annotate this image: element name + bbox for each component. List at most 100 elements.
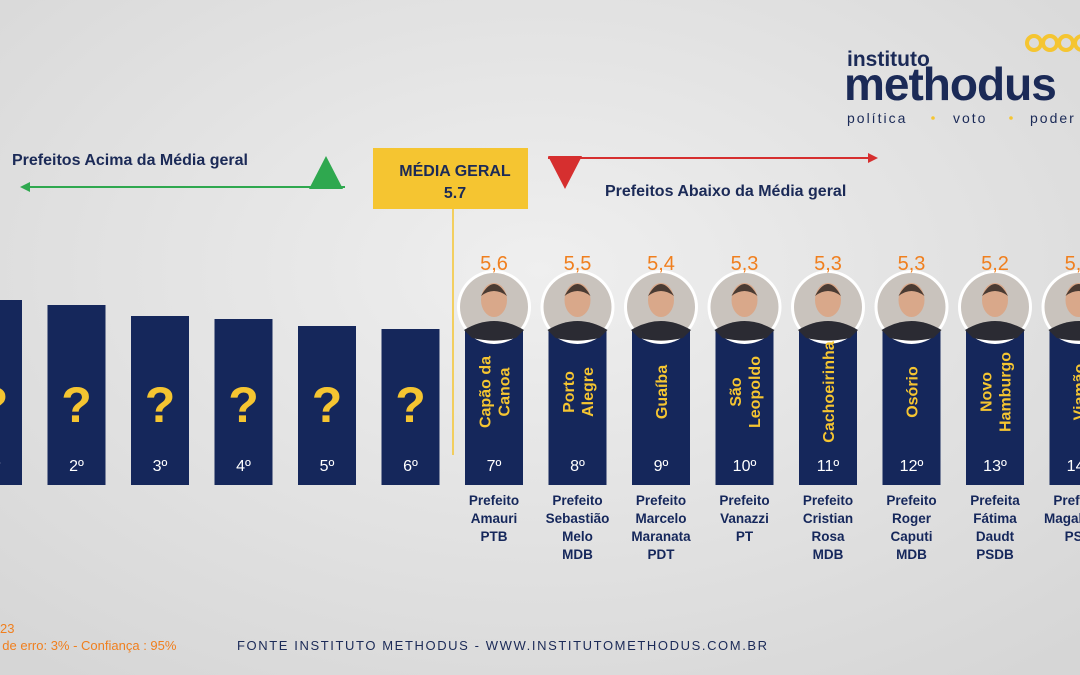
tagline-dot bbox=[931, 116, 935, 120]
mayor-line: PDT bbox=[648, 547, 676, 562]
footer-date: 23 bbox=[0, 621, 14, 636]
bar bbox=[465, 330, 523, 485]
photo-hair bbox=[564, 284, 591, 296]
mayor-line: Prefeito bbox=[803, 493, 853, 508]
city: Novo bbox=[979, 372, 996, 412]
photo-suit bbox=[464, 321, 524, 341]
unknown-mark: ? bbox=[312, 377, 343, 433]
rank: 1º bbox=[0, 458, 1, 475]
logo-name: methodus bbox=[844, 58, 1056, 110]
rank: 11º bbox=[817, 458, 840, 475]
logo: instituto methodus política voto poder bbox=[844, 34, 1080, 126]
rank: 3º bbox=[153, 458, 168, 475]
city: Viamão bbox=[1072, 363, 1080, 420]
city: Leopoldo bbox=[747, 356, 764, 428]
mayor-line: Melo bbox=[562, 529, 593, 544]
photo-suit bbox=[547, 321, 608, 341]
city: São bbox=[728, 377, 745, 407]
mayor-line: Prefeita bbox=[970, 493, 1020, 508]
photo-hair bbox=[731, 284, 758, 296]
up-triangle bbox=[309, 156, 343, 189]
photo-suit bbox=[965, 321, 1025, 341]
unknown-mark: ? bbox=[145, 377, 176, 433]
city: Alegre bbox=[580, 367, 597, 417]
city: Cachoeirinha bbox=[821, 341, 838, 442]
mayor-line: Prefeito bbox=[552, 493, 602, 508]
rank: 5º bbox=[320, 458, 335, 475]
rank: 13º bbox=[983, 458, 1007, 475]
mayor-line: Rosa bbox=[811, 529, 845, 544]
bar bbox=[715, 330, 774, 485]
mayor-line: Maranata bbox=[631, 529, 691, 544]
score: 5,6 bbox=[480, 253, 508, 275]
bar bbox=[381, 329, 440, 485]
score: 5,3 bbox=[731, 253, 759, 275]
mayor-line: Prefeito bbox=[719, 493, 769, 508]
above-label: Prefeitos Acima da Média geral bbox=[12, 152, 248, 169]
bar bbox=[1049, 330, 1080, 485]
city: Porto bbox=[561, 371, 578, 413]
logo-icon bbox=[1025, 34, 1080, 52]
mayor-line: Amauri bbox=[471, 511, 518, 526]
bar bbox=[298, 326, 356, 485]
photo-hair bbox=[648, 284, 674, 296]
bar bbox=[799, 330, 857, 485]
footer-source: FONTE INSTITUTO METHODUS - WWW.INSTITUTO… bbox=[237, 638, 769, 653]
footer-note: Margem de erro: 3% - Confiança : 95% bbox=[0, 638, 177, 653]
mayor-line: PT bbox=[736, 529, 754, 544]
down-triangle bbox=[548, 156, 582, 189]
mayor-line: Prefeito bbox=[636, 493, 686, 508]
rank: 6º bbox=[403, 458, 418, 475]
photo-hair bbox=[898, 284, 925, 296]
photo-suit bbox=[714, 321, 775, 341]
photo-suit bbox=[798, 321, 858, 341]
mayor-line: Vanazzi bbox=[720, 511, 769, 526]
mayor-line: MDB bbox=[562, 547, 593, 562]
photo-hair bbox=[982, 284, 1008, 296]
mayor-line: Daudt bbox=[976, 529, 1015, 544]
bar bbox=[966, 330, 1024, 485]
average-value: 5.7 bbox=[444, 185, 466, 202]
average-label: MÉDIA GERAL bbox=[399, 161, 511, 180]
logo-top: instituto bbox=[847, 48, 930, 71]
score: 5,4 bbox=[647, 253, 675, 275]
score: 5,2 bbox=[981, 253, 1009, 275]
mayor-line: PTB bbox=[481, 529, 508, 544]
mayor-line: Prefeito bbox=[886, 493, 936, 508]
bar bbox=[882, 330, 941, 485]
score: 5,2 bbox=[1065, 253, 1080, 275]
unknown-mark: ? bbox=[0, 377, 8, 433]
bar bbox=[0, 300, 22, 485]
mayor-line: Roger bbox=[892, 511, 932, 526]
bar bbox=[632, 330, 690, 485]
tagline-1: voto bbox=[953, 110, 987, 126]
mayor-line: PSDB bbox=[976, 547, 1014, 562]
unknown-mark: ? bbox=[395, 377, 426, 433]
tagline-dot bbox=[1009, 116, 1013, 120]
rank: 7º bbox=[487, 458, 502, 475]
photo-suit bbox=[881, 321, 942, 341]
bar bbox=[548, 330, 607, 485]
mayor-line: Fátima bbox=[973, 511, 1017, 526]
tagline-2: poder bbox=[1030, 110, 1076, 126]
city: Guaíba bbox=[654, 365, 671, 419]
below-label: Prefeitos Abaixo da Média geral bbox=[605, 183, 846, 200]
average-box bbox=[373, 148, 528, 209]
score: 5,5 bbox=[564, 253, 592, 275]
right-arrowhead bbox=[868, 153, 878, 163]
photo-suit bbox=[631, 321, 691, 341]
rank: 14º bbox=[1067, 458, 1080, 475]
bar bbox=[131, 316, 189, 485]
left-arrowhead bbox=[20, 182, 30, 192]
unknown-mark: ? bbox=[61, 377, 92, 433]
mayor-line: Cristian bbox=[803, 511, 853, 526]
rank: 12º bbox=[900, 458, 924, 475]
unknown-mark: ? bbox=[228, 377, 259, 433]
mayor-line: Prefeito bbox=[1053, 493, 1080, 508]
mayor-line: Caputi bbox=[891, 529, 933, 544]
mayor-line: Sebastião bbox=[546, 511, 610, 526]
tagline-0: política bbox=[847, 110, 907, 126]
